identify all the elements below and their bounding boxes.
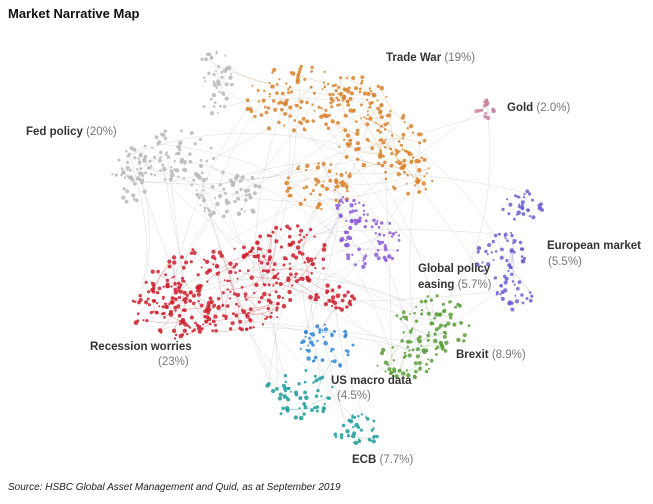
cluster-gold xyxy=(474,98,496,121)
source-note: Source: HSBC Global Asset Management and… xyxy=(8,482,341,493)
label-recession-worries: Recession worries xyxy=(90,341,192,353)
label-recession-worries-pct: (23%) xyxy=(158,356,189,368)
label-brexit: Brexit (8.9%) xyxy=(456,349,526,361)
label-fed-policy: Fed policy (20%) xyxy=(26,126,117,138)
label-european-market-pct: (5.5%) xyxy=(548,256,582,268)
label-us-macro-data-pct: (4.5%) xyxy=(337,390,371,402)
chart-title: Market Narrative Map xyxy=(8,6,140,21)
label-ecb: ECB (7.7%) xyxy=(352,454,414,466)
network-edges xyxy=(116,54,531,440)
label-trade-war: Trade War (19%) xyxy=(386,52,475,64)
cluster-european-market xyxy=(474,189,544,312)
label-global-policy-easing: Global policy xyxy=(418,263,491,275)
cluster-brexit xyxy=(376,294,471,380)
cluster-recession-worries xyxy=(131,224,357,340)
cluster-trade-war xyxy=(245,64,434,211)
cluster-fed-policy xyxy=(111,50,262,219)
label-global-policy-easing-2: easing (5.7%) xyxy=(418,279,492,291)
cluster-us-macro-data xyxy=(299,323,355,368)
cluster-ecb xyxy=(265,369,379,445)
cluster-global-policy-easing xyxy=(335,196,401,269)
label-european-market: European market xyxy=(547,240,641,252)
label-gold: Gold (2.0%) xyxy=(507,102,570,114)
label-us-macro-data: US macro data xyxy=(331,375,412,387)
cluster-blobs xyxy=(111,50,544,445)
